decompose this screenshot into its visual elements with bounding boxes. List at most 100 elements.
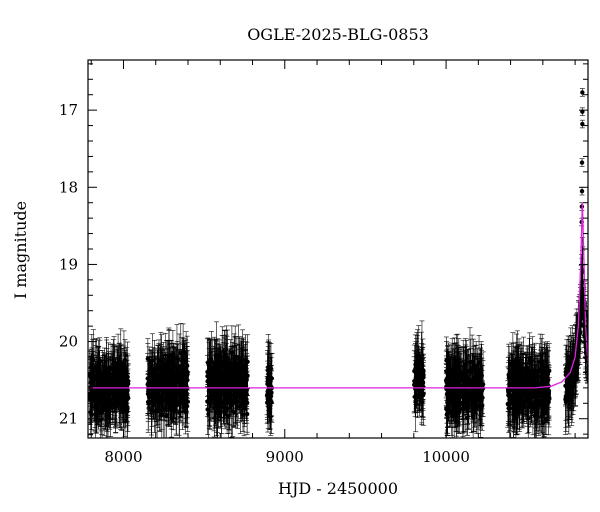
- data-marker: [166, 393, 171, 398]
- data-marker: [223, 396, 228, 401]
- data-marker: [265, 381, 270, 387]
- data-marker: [152, 366, 157, 372]
- data-point: [179, 337, 185, 409]
- data-marker: [165, 364, 170, 370]
- data-marker: [172, 381, 178, 387]
- data-marker: [232, 375, 237, 380]
- data-point: [234, 370, 240, 401]
- data-marker: [269, 376, 275, 381]
- data-marker: [216, 380, 221, 386]
- data-marker: [157, 397, 162, 402]
- data-marker: [240, 375, 246, 380]
- data-marker: [162, 371, 167, 377]
- data-marker: [124, 394, 129, 399]
- data-point: [159, 359, 165, 402]
- data-marker: [107, 392, 112, 398]
- data-marker: [266, 390, 272, 396]
- data-marker: [107, 380, 113, 385]
- data-point: [264, 350, 270, 418]
- data-marker: [149, 389, 155, 394]
- data-point: [183, 396, 189, 427]
- data-marker: [210, 366, 215, 371]
- data-marker: [103, 375, 108, 380]
- data-marker: [214, 376, 219, 381]
- data-point: [149, 356, 155, 427]
- data-marker: [237, 360, 242, 365]
- data-marker: [222, 381, 227, 387]
- data-point: [204, 338, 210, 406]
- data-marker: [235, 383, 240, 388]
- data-marker: [212, 371, 217, 377]
- data-point: [161, 348, 167, 400]
- data-marker: [169, 389, 174, 394]
- data-marker: [90, 383, 95, 389]
- data-point: [230, 342, 236, 401]
- data-marker: [414, 383, 420, 389]
- data-point: [155, 359, 161, 391]
- data-marker: [229, 403, 234, 408]
- data-point: [169, 364, 175, 418]
- data-marker: [184, 409, 189, 414]
- data-point: [176, 333, 182, 401]
- data-points-group: [88, 88, 588, 438]
- data-marker: [412, 378, 417, 384]
- data-point: [123, 371, 129, 422]
- data-point: [237, 336, 243, 403]
- data-point: [234, 374, 240, 426]
- data-point: [212, 355, 218, 393]
- data-marker: [179, 375, 185, 381]
- data-point: [179, 352, 185, 404]
- data-marker: [244, 390, 249, 395]
- data-marker: [244, 411, 250, 417]
- data-marker: [175, 378, 180, 383]
- data-marker: [119, 380, 124, 386]
- data-marker: [117, 388, 122, 393]
- data-marker: [119, 406, 124, 411]
- data-point: [240, 329, 246, 391]
- data-marker: [225, 372, 230, 378]
- data-marker: [240, 357, 245, 363]
- data-marker: [104, 382, 109, 387]
- data-marker: [97, 359, 102, 364]
- data-marker: [183, 374, 188, 380]
- data-point: [218, 374, 224, 414]
- data-point: [103, 366, 109, 403]
- data-marker: [164, 413, 169, 419]
- data-point: [236, 343, 242, 382]
- data-marker: [155, 406, 161, 412]
- data-marker: [125, 381, 131, 386]
- data-marker: [418, 370, 423, 376]
- data-marker: [229, 373, 234, 378]
- data-marker: [160, 378, 165, 383]
- data-marker: [97, 392, 103, 398]
- data-marker: [266, 371, 271, 376]
- data-point: [166, 379, 172, 412]
- data-point: [112, 366, 118, 421]
- data-point: [416, 360, 422, 399]
- data-marker: [215, 367, 221, 372]
- data-marker: [208, 384, 213, 390]
- data-marker: [421, 375, 426, 380]
- data-marker: [161, 407, 166, 412]
- chart-title: OGLE-2025-BLG-0853: [247, 25, 429, 44]
- data-point: [268, 386, 274, 417]
- data-marker: [234, 397, 239, 403]
- data-marker: [205, 369, 210, 375]
- data-marker: [88, 394, 93, 400]
- data-marker: [415, 355, 420, 361]
- data-marker: [111, 374, 117, 379]
- data-marker: [230, 369, 236, 374]
- data-point: [214, 343, 220, 415]
- data-point: [125, 355, 131, 412]
- data-marker: [88, 373, 93, 378]
- data-marker: [205, 360, 211, 365]
- data-marker: [117, 368, 122, 374]
- data-marker: [147, 370, 152, 375]
- data-marker: [244, 372, 249, 378]
- data-marker: [227, 379, 232, 385]
- data-point: [227, 360, 233, 404]
- data-point: [183, 353, 189, 401]
- data-point: [97, 363, 103, 427]
